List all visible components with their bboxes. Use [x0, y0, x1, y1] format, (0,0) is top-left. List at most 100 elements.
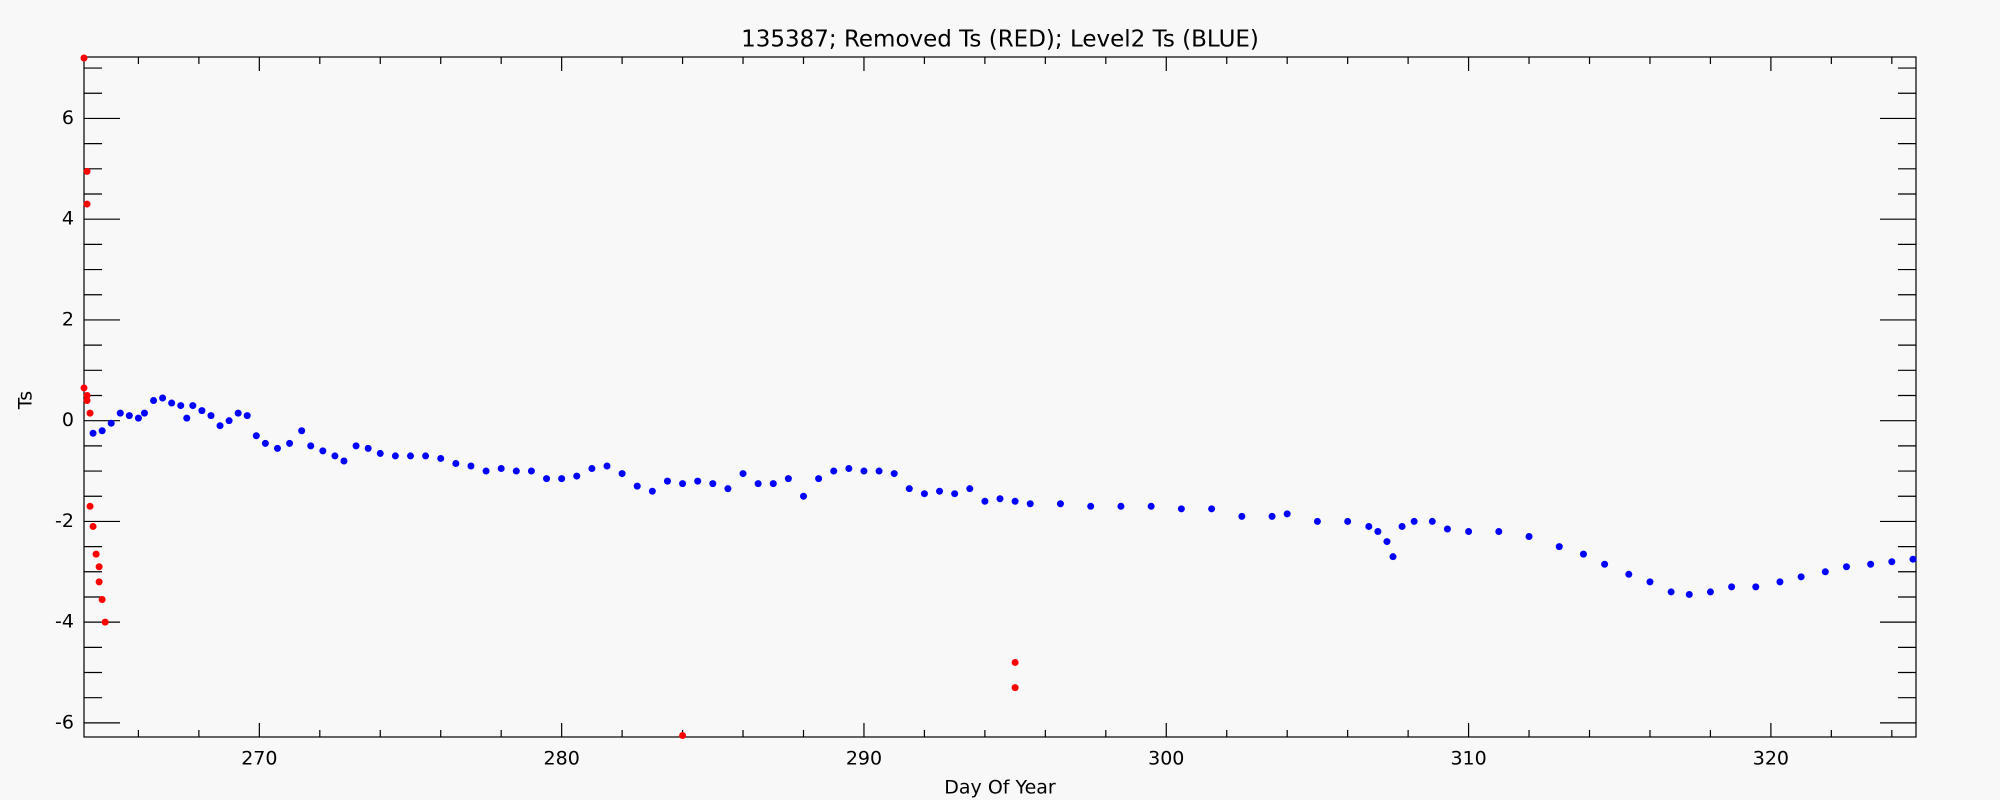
- x-tick-label: 300: [1148, 748, 1184, 770]
- point: [125, 412, 133, 420]
- point: [1177, 505, 1185, 513]
- point: [307, 442, 315, 450]
- y-tick-label: -4: [55, 611, 74, 633]
- point: [663, 477, 671, 485]
- point: [177, 402, 185, 410]
- point: [234, 409, 242, 417]
- point: [168, 399, 176, 407]
- point: [709, 480, 717, 488]
- point: [243, 412, 251, 420]
- point: [98, 427, 106, 435]
- point: [107, 419, 115, 427]
- point: [739, 470, 747, 478]
- point: [273, 444, 281, 452]
- point: [1238, 512, 1246, 520]
- point: [1208, 505, 1216, 513]
- point: [784, 475, 792, 483]
- point: [1268, 512, 1276, 520]
- point: [86, 502, 94, 510]
- point: [150, 397, 158, 405]
- point: [92, 550, 100, 558]
- point: [1888, 558, 1896, 566]
- point: [298, 427, 306, 435]
- point: [920, 490, 928, 498]
- point: [1117, 502, 1125, 510]
- point: [225, 417, 233, 425]
- point: [573, 472, 581, 480]
- point: [497, 465, 505, 473]
- point: [140, 409, 148, 417]
- point: [633, 482, 641, 490]
- point: [1601, 560, 1609, 568]
- point: [648, 487, 656, 495]
- point: [981, 497, 989, 505]
- x-tick-label: 270: [241, 748, 277, 770]
- point: [1706, 588, 1714, 596]
- x-tick-label: 320: [1753, 748, 1789, 770]
- point: [1374, 527, 1382, 535]
- point: [905, 485, 913, 493]
- point: [845, 465, 853, 473]
- point: [966, 485, 974, 493]
- point: [1443, 525, 1451, 533]
- point: [799, 492, 807, 500]
- point: [101, 618, 109, 626]
- point: [364, 444, 372, 452]
- point: [815, 475, 823, 483]
- point: [618, 470, 626, 478]
- point: [1555, 543, 1563, 551]
- point: [603, 462, 611, 470]
- point: [89, 429, 97, 437]
- point: [890, 470, 898, 478]
- point: [422, 452, 430, 460]
- point: [331, 452, 339, 460]
- point: [391, 452, 399, 460]
- x-tick-label: 280: [544, 748, 580, 770]
- point: [1909, 555, 1917, 563]
- point: [286, 439, 294, 447]
- y-axis-label: Ts: [15, 391, 37, 410]
- point: [1283, 510, 1291, 518]
- point: [1842, 563, 1850, 571]
- point: [830, 467, 838, 475]
- point: [261, 439, 269, 447]
- point: [1821, 568, 1829, 576]
- point: [860, 467, 868, 475]
- point: [80, 54, 88, 62]
- point: [319, 447, 327, 455]
- point: [437, 454, 445, 462]
- point: [996, 495, 1004, 503]
- point: [1344, 517, 1352, 525]
- plot-frame: [83, 56, 1917, 738]
- point: [1313, 517, 1321, 525]
- point: [1365, 522, 1373, 530]
- point: [1087, 502, 1095, 510]
- point: [95, 563, 103, 571]
- point: [83, 200, 91, 208]
- point: [252, 432, 260, 440]
- x-tick-label: 310: [1450, 748, 1486, 770]
- point: [1011, 658, 1019, 666]
- point: [754, 480, 762, 488]
- y-tick-label: 0: [62, 409, 74, 431]
- point: [951, 490, 959, 498]
- point: [1011, 684, 1019, 692]
- point: [679, 731, 687, 739]
- point: [1752, 583, 1760, 591]
- point: [1797, 573, 1805, 581]
- y-tick-label: -6: [55, 711, 74, 733]
- point: [875, 467, 883, 475]
- point: [80, 384, 88, 392]
- point: [189, 402, 197, 410]
- point: [467, 462, 475, 470]
- y-tick-label: 6: [62, 107, 74, 129]
- point: [1625, 570, 1633, 578]
- x-axis-label: Day Of Year: [944, 777, 1056, 799]
- point: [936, 487, 944, 495]
- y-tick-label: 2: [62, 308, 74, 330]
- point: [679, 480, 687, 488]
- point: [527, 467, 535, 475]
- point: [83, 397, 91, 405]
